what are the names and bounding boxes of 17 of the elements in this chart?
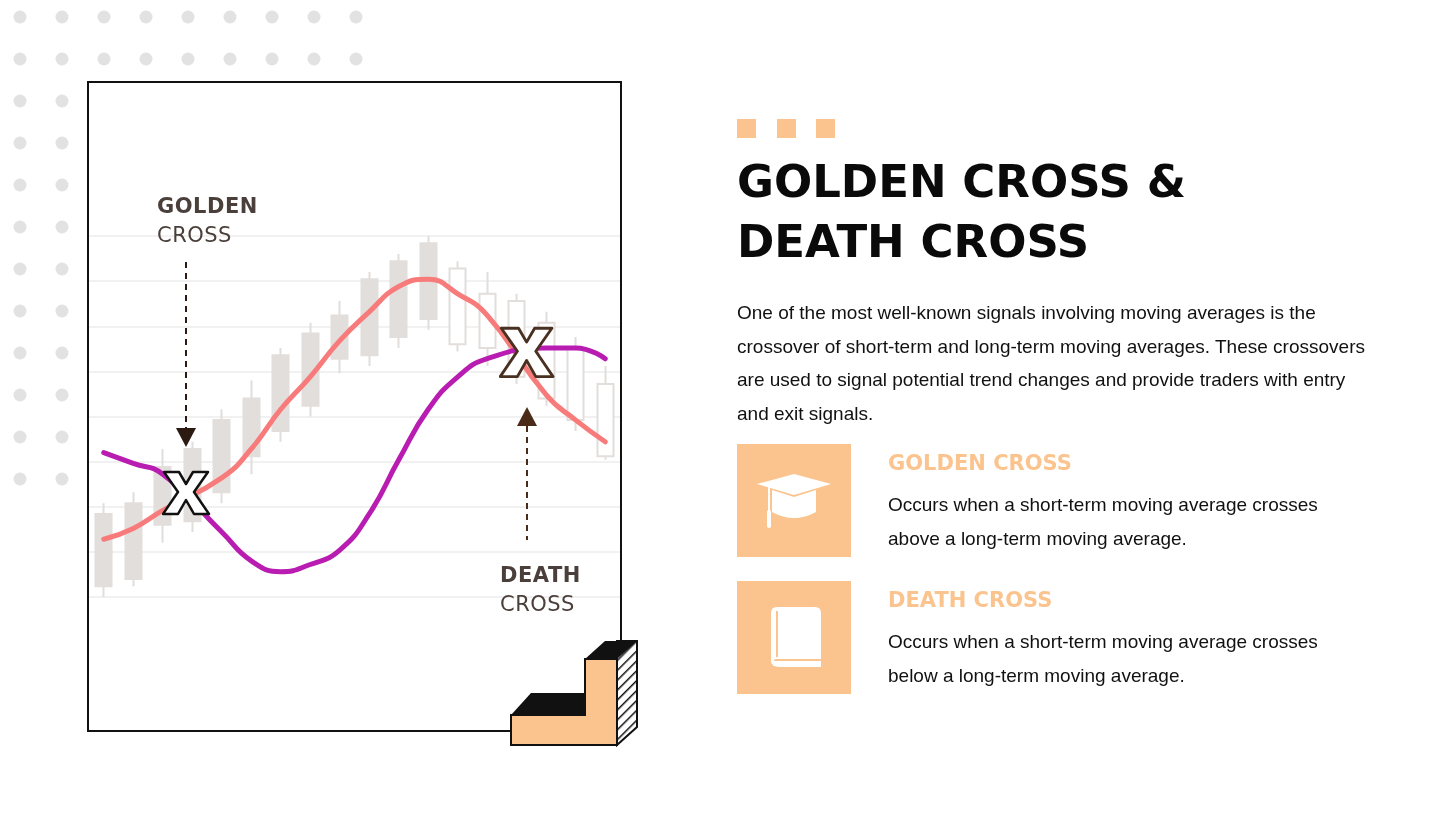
candlestick [124, 491, 143, 588]
text: GOLDEN CROSS & DEATH CROSS [737, 154, 1187, 270]
annotation: GOLDEN CROSS [157, 193, 258, 249]
text: Occurs when a short-term moving average crosses above a long-term moving average. [888, 493, 1319, 551]
candlestick [212, 408, 231, 505]
text: DEATH CROSS [888, 588, 1053, 612]
candlestick [448, 260, 467, 353]
candlestick [596, 364, 615, 461]
text: One of the most well-known signals involving moving averages is the crossover of short-term and long-term moving averages. These crossovers are used to signal potential trend changes and provide traders with entry and exit signals. [737, 301, 1366, 426]
candlestick [94, 502, 113, 598]
candlestick [566, 336, 585, 432]
candlestick [360, 271, 379, 367]
text: Occurs when a short-term moving average crosses below a long-term moving average. [888, 630, 1319, 688]
text: GOLDEN CROSS [888, 451, 1072, 475]
candlestick [389, 253, 408, 349]
candlestick [419, 235, 438, 331]
annotation: DEATH CROSS [500, 562, 581, 618]
